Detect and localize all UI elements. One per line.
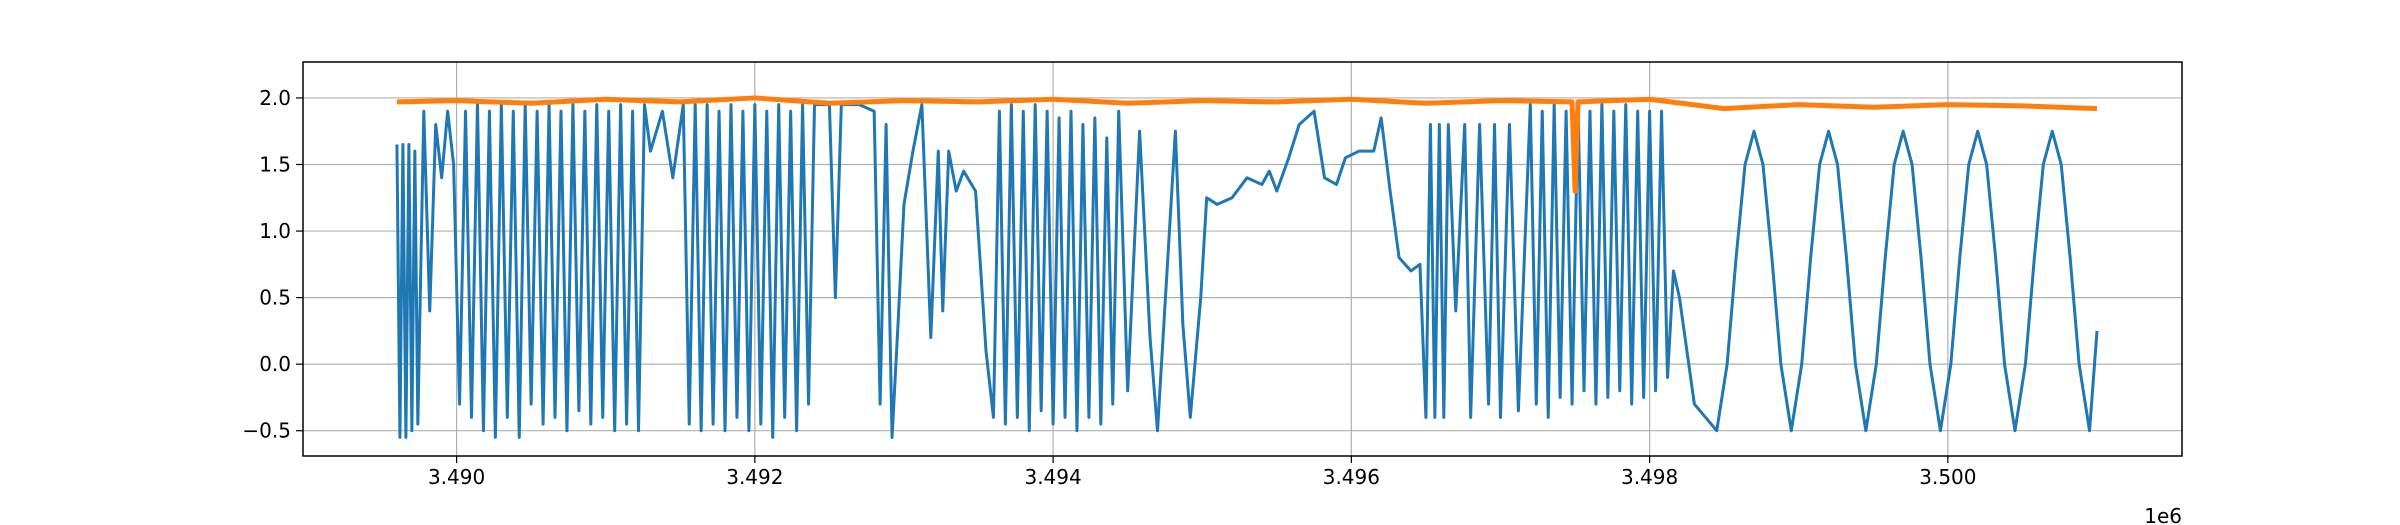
x-tick-label: 3.500 [1919, 465, 1976, 489]
x-tick-label: 3.496 [1323, 465, 1380, 489]
x-tick-label: 3.490 [428, 465, 485, 489]
x-tick-label: 3.498 [1621, 465, 1678, 489]
y-tick-label: 1.5 [259, 152, 291, 176]
plot-frame [302, 61, 2183, 457]
x-tick-label: 3.494 [1024, 465, 1081, 489]
y-tick-label: 1.0 [259, 219, 291, 243]
y-tick-label: −0.5 [242, 419, 291, 443]
x-offset-label: 1e6 [2144, 504, 2182, 525]
x-tick-label: 3.492 [726, 465, 783, 489]
series-line [396, 95, 2098, 194]
y-tick-label: 0.0 [259, 352, 291, 376]
y-tick-label: 2.0 [259, 86, 291, 110]
y-tick-label: 0.5 [259, 286, 291, 310]
series-line [395, 103, 2099, 439]
